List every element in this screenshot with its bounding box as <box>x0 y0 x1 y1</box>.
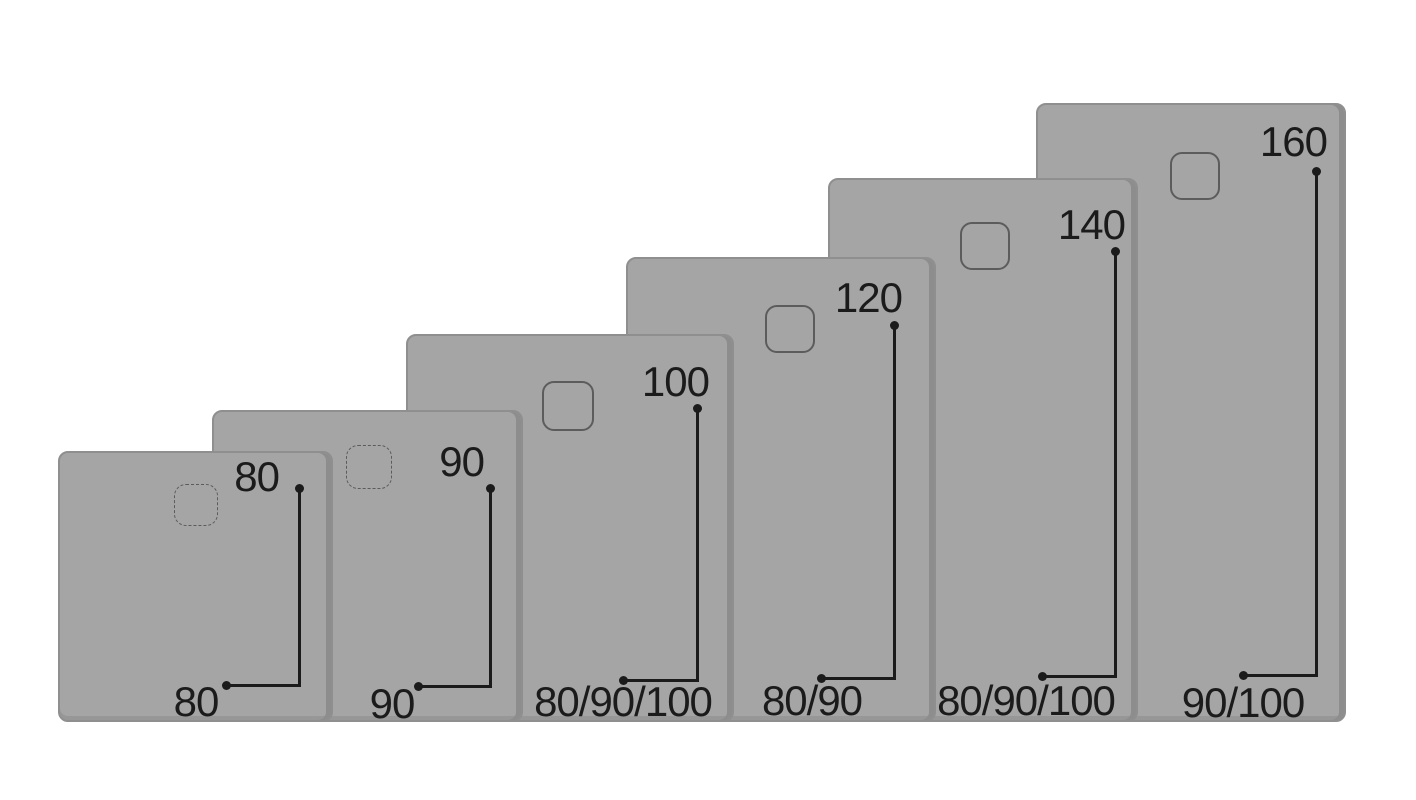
drain-icon <box>1170 152 1220 200</box>
dimension-dot-left <box>1238 670 1248 680</box>
width-dimension-line <box>623 678 699 682</box>
height-dimension-line <box>488 488 492 688</box>
height-label: 120 <box>834 274 903 321</box>
drain-icon <box>765 305 815 353</box>
dimension-dot-top <box>692 403 702 413</box>
height-label: 160 <box>1259 118 1328 165</box>
drain-icon <box>542 381 594 431</box>
width-label: 80/90/100 <box>937 677 1116 724</box>
height-dimension-line <box>695 408 699 682</box>
width-dimension-line <box>418 684 492 688</box>
height-dimension-line <box>892 325 896 680</box>
dimension-dot-top <box>485 483 495 493</box>
drain-icon <box>346 445 392 489</box>
width-dimension-line <box>1042 674 1117 678</box>
width-label: 90 <box>369 680 416 727</box>
dimension-dot-left <box>221 680 231 690</box>
drain-icon <box>174 484 218 526</box>
width-label: 80 <box>173 678 220 725</box>
dimension-dot-left <box>618 675 628 685</box>
height-dimension-line <box>297 488 301 687</box>
width-label: 80/90 <box>761 677 863 724</box>
width-dimension-line <box>1243 673 1318 677</box>
dimension-dot-left <box>413 681 423 691</box>
width-dimension-line <box>821 676 896 680</box>
shower-tray: 80 80 <box>58 451 333 723</box>
height-dimension-line <box>1314 171 1318 677</box>
dimension-dot-top <box>889 320 899 330</box>
dimension-dot-left <box>1037 671 1047 681</box>
drain-icon <box>960 222 1010 270</box>
dimension-dot-left <box>816 673 826 683</box>
height-label: 80 <box>234 453 280 500</box>
height-label: 90 <box>439 438 485 485</box>
dimension-dot-top <box>294 483 304 493</box>
dimension-dot-top <box>1311 166 1321 176</box>
width-dimension-line <box>226 683 301 687</box>
height-label: 140 <box>1057 201 1126 248</box>
height-label: 100 <box>641 358 710 405</box>
height-dimension-line <box>1113 251 1117 678</box>
width-label: 90/100 <box>1181 679 1305 726</box>
dimension-dot-top <box>1110 246 1120 256</box>
width-label: 80/90/100 <box>534 678 713 725</box>
